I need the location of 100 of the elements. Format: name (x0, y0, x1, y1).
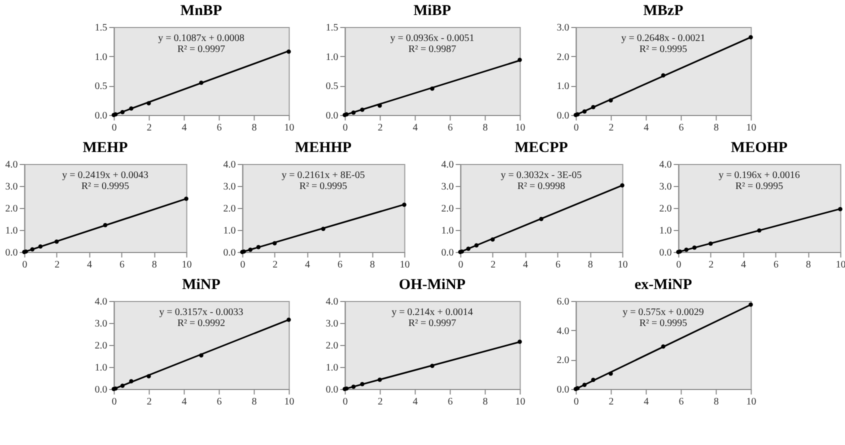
y-tick-label: 0.0 (94, 110, 108, 122)
y-tick-label: 0.0 (94, 384, 108, 396)
x-tick-label: 8 (482, 122, 488, 134)
x-tick-label: 8 (252, 396, 257, 408)
x-tick-label: 4 (644, 396, 649, 408)
y-tick-label: 2.0 (441, 204, 454, 214)
x-tick-label: 10 (400, 260, 410, 270)
x-tick-label: 4 (87, 260, 92, 270)
x-tick-label: 8 (714, 396, 719, 408)
x-tick-label: 0 (574, 122, 579, 134)
annotation: R² = 0.9995 (639, 318, 688, 329)
chart-title: MBzP (643, 3, 684, 19)
x-tick-label: 0 (676, 260, 682, 270)
y-tick-label: 1.0 (441, 226, 454, 236)
x-tick-label: 0 (458, 260, 464, 270)
y-tick-label: 6.0 (556, 296, 570, 308)
chart-title: MEHP (82, 140, 128, 156)
x-tick-label: 4 (523, 260, 528, 270)
y-tick-label: 4.0 (556, 326, 570, 337)
chart-title: MiNP (182, 277, 220, 293)
x-tick-label: 2 (146, 122, 152, 134)
annotation: y = 0.2419x + 0.0043 (62, 170, 148, 181)
x-tick-label: 4 (741, 260, 746, 270)
annotation: R² = 0.9995 (639, 44, 688, 55)
annotation: R² = 0.9987 (408, 44, 456, 55)
annotation: y = 0.214x + 0.0014 (392, 307, 473, 318)
y-tick-label: 3.0 (441, 182, 454, 192)
x-tick-label: 10 (515, 122, 526, 134)
x-tick-label: 10 (746, 396, 756, 408)
y-tick-label: 0.0 (326, 384, 338, 396)
y-tick-label: 3.0 (94, 318, 108, 330)
x-tick-label: 4 (182, 122, 187, 134)
y-tick-label: 1.0 (94, 362, 108, 374)
annotation: y = 0.2648x - 0.0021 (621, 33, 706, 44)
y-tick-label: 0.0 (556, 110, 570, 122)
y-tick-label: 4.0 (441, 160, 454, 170)
x-tick-label: 8 (370, 260, 375, 270)
y-tick-label: 4.0 (326, 296, 338, 308)
x-tick-label: 2 (490, 260, 496, 270)
chart-title: MECPP (514, 140, 568, 156)
x-tick-label: 10 (284, 122, 294, 134)
y-tick-label: 0.0 (5, 248, 18, 258)
y-tick-label: 3.0 (5, 182, 18, 192)
x-tick-label: 10 (182, 260, 192, 270)
x-tick-label: 2 (146, 396, 152, 408)
y-tick-label: 2.0 (659, 204, 672, 214)
x-tick-label: 6 (216, 396, 222, 408)
x-tick-label: 6 (678, 396, 684, 408)
x-tick-label: 4 (644, 122, 649, 134)
y-tick-label: 0.0 (659, 248, 672, 258)
x-tick-label: 2 (378, 396, 383, 408)
y-tick-label: 4.0 (223, 160, 236, 170)
x-tick-label: 10 (284, 396, 294, 408)
y-tick-label: 0.0 (326, 110, 338, 122)
x-tick-label: 0 (112, 396, 117, 408)
x-tick-label: 6 (773, 260, 778, 270)
chart-title: MiBP (414, 3, 451, 19)
annotation: R² = 0.9995 (735, 181, 784, 192)
x-tick-label: 2 (708, 260, 714, 270)
y-tick-label: 4.0 (5, 160, 18, 170)
x-tick-label: 2 (272, 260, 278, 270)
annotation: y = 0.3032x - 3E-05 (500, 170, 582, 181)
annotation: y = 0.0936x - 0.0051 (390, 33, 474, 44)
annotation: y = 0.2161x + 8E-05 (282, 170, 365, 181)
annotation: y = 0.196x + 0.0016 (718, 170, 800, 181)
y-tick-label: 3.0 (326, 318, 338, 330)
x-tick-label: 10 (618, 260, 628, 270)
y-tick-label: 2.0 (5, 204, 18, 214)
x-tick-label: 4 (412, 122, 418, 134)
y-tick-label: 1.0 (326, 362, 338, 374)
chart-title: ex-MiNP (634, 277, 692, 293)
x-tick-label: 0 (574, 396, 579, 408)
y-tick-label: 4.0 (94, 296, 108, 308)
x-tick-label: 10 (515, 396, 526, 408)
y-tick-label: 0.5 (94, 81, 108, 92)
y-tick-label: 2.0 (94, 340, 108, 352)
x-tick-label: 8 (806, 260, 811, 270)
y-tick-label: 0.0 (223, 248, 236, 258)
y-tick-label: 1.0 (326, 52, 338, 63)
x-tick-label: 8 (588, 260, 593, 270)
y-tick-label: 1.5 (326, 22, 338, 34)
x-tick-label: 4 (305, 260, 310, 270)
x-tick-label: 8 (714, 122, 719, 134)
annotation: R² = 0.9997 (408, 318, 456, 329)
x-tick-label: 6 (555, 260, 560, 270)
x-tick-label: 8 (252, 122, 257, 134)
x-tick-label: 0 (22, 260, 28, 270)
annotation: R² = 0.9998 (517, 181, 566, 192)
x-tick-label: 0 (342, 122, 348, 134)
y-tick-label: 0.5 (326, 81, 338, 92)
annotation: R² = 0.9997 (177, 44, 226, 55)
y-tick-label: 2.0 (223, 204, 236, 214)
x-tick-label: 6 (337, 260, 342, 270)
y-tick-label: 3.0 (556, 22, 570, 34)
chart-title: MEHHP (294, 140, 352, 156)
x-tick-label: 6 (216, 122, 222, 134)
x-tick-label: 0 (240, 260, 246, 270)
annotation: y = 0.3157x - 0.0033 (159, 307, 244, 318)
x-tick-label: 2 (54, 260, 60, 270)
y-tick-label: 0.0 (556, 384, 570, 396)
